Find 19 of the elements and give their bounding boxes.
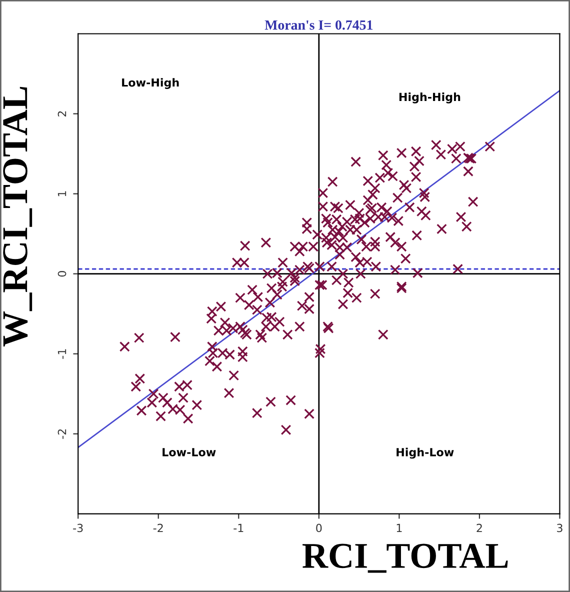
chart-title: Moran's I= 0.7451 bbox=[264, 20, 372, 30]
x-tick-label: 3 bbox=[557, 524, 562, 532]
y-tick-label: -2 bbox=[58, 429, 66, 439]
annotation: High-Low bbox=[396, 448, 454, 459]
annotation: Low-High bbox=[122, 78, 179, 89]
y-tick-label: 0 bbox=[58, 271, 66, 277]
annotation: Low-Low bbox=[162, 448, 216, 456]
x-tick-label: 0 bbox=[316, 524, 322, 532]
y-axis-title: W_RCI_TOTAL bbox=[3, 86, 32, 346]
x-tick-label: -3 bbox=[73, 524, 83, 532]
annotation: High-High bbox=[399, 92, 460, 104]
x-tick-label: -2 bbox=[153, 524, 163, 532]
x-axis-title: RCI_TOTAL bbox=[302, 544, 508, 573]
y-tick-label: 2 bbox=[58, 111, 66, 116]
x-tick-label: -1 bbox=[234, 524, 244, 532]
y-tick-label: -1 bbox=[58, 349, 66, 359]
y-tick-label: 1 bbox=[58, 191, 66, 196]
x-tick-label: 2 bbox=[476, 524, 482, 532]
x-tick-label: 1 bbox=[396, 524, 402, 532]
